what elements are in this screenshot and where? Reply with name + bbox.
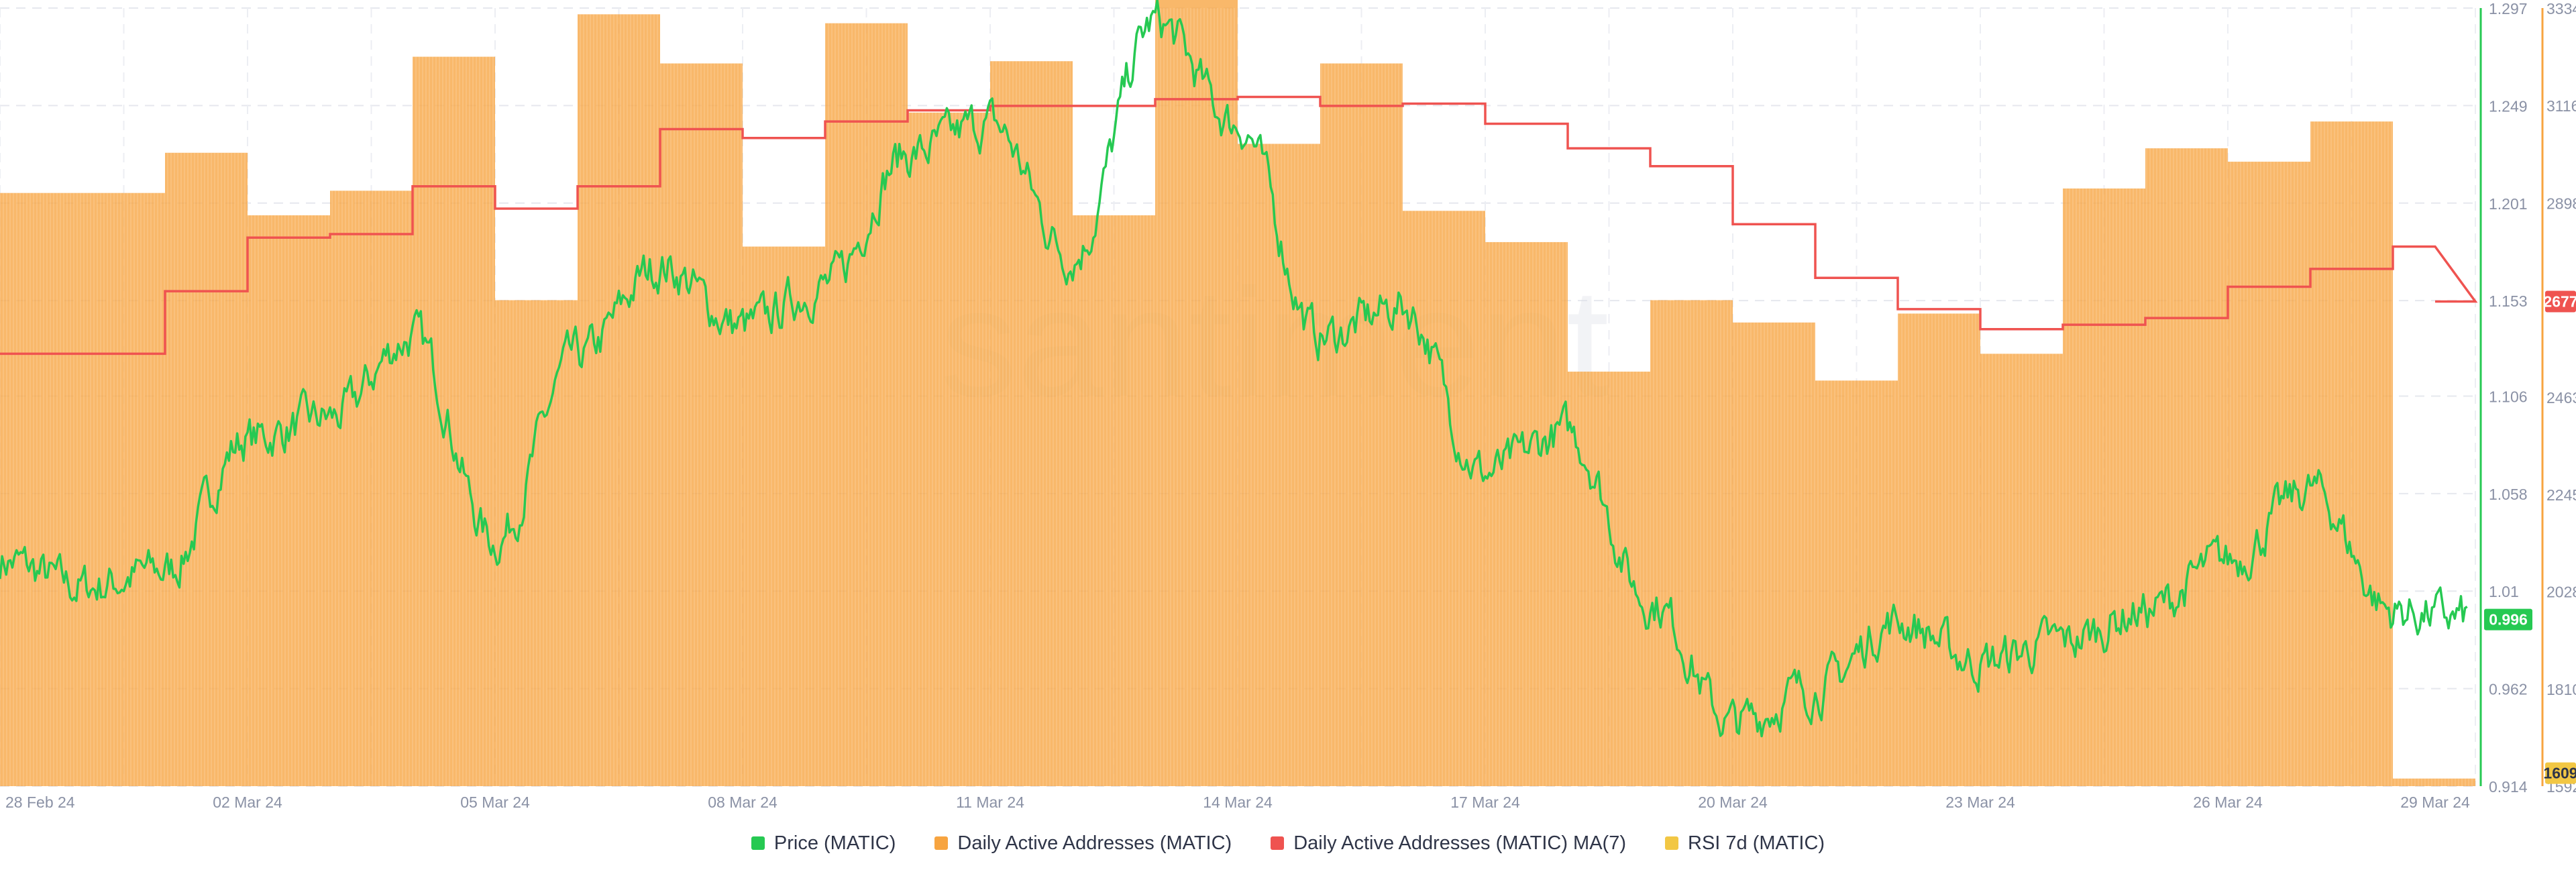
bar-texture: [0, 8, 2473, 786]
x-tick-label: 14 Mar 24: [1203, 794, 1273, 811]
bar-daily-active-addresses: [1320, 63, 1403, 786]
price-tick-label: 0.962: [2489, 681, 2528, 698]
legend-swatch-price: [751, 836, 765, 850]
bar-daily-active-addresses: [2145, 148, 2228, 786]
legend-label-ma7: Daily Active Addresses (MATIC) MA(7): [1293, 832, 1626, 854]
ma7-current-badge: 2677: [2543, 292, 2576, 310]
legend-item-ma7[interactable]: Daily Active Addresses (MATIC) MA(7): [1271, 832, 1626, 855]
price-tick-label: 1.297: [2489, 0, 2528, 17]
legend-swatch-rsi: [1665, 836, 1678, 850]
price-line: [0, 0, 2468, 738]
rsi-current-badge-bg: [2545, 762, 2576, 784]
legend-label-rsi: RSI 7d (MATIC): [1688, 832, 1825, 854]
x-tick-label: 05 Mar 24: [460, 794, 530, 811]
bar-daily-active-addresses: [0, 193, 83, 787]
legend-item-rsi[interactable]: RSI 7d (MATIC): [1665, 832, 1825, 855]
x-tick-label: 26 Mar 24: [2193, 794, 2263, 811]
bar-daily-active-addresses: [1073, 215, 1155, 787]
price-tick-label: 0.914: [2489, 778, 2528, 796]
bar-daily-active-addresses: [1898, 313, 1980, 787]
bar-daily-active-addresses: [165, 152, 248, 786]
price-current-badge: 0.996: [2489, 611, 2528, 629]
price-tick-label: 1.201: [2489, 195, 2528, 213]
addresses-tick-label: 1810: [2546, 681, 2576, 698]
bar-daily-active-addresses: [908, 112, 990, 786]
x-tick-label: 29 Mar 24: [2400, 794, 2470, 811]
bar-daily-active-addresses: [413, 56, 495, 786]
bar-daily-active-addresses: [2310, 121, 2393, 786]
rsi-current-badge: 1609: [2543, 765, 2576, 782]
addresses-tick-label: 2463: [2546, 389, 2576, 406]
price-tick-label: 1.058: [2489, 486, 2528, 503]
price-tick-label: 1.01: [2489, 583, 2519, 600]
bar-daily-active-addresses: [83, 193, 165, 787]
daily-active-addresses-bars: [0, 0, 2475, 787]
x-tick-label: 11 Mar 24: [956, 794, 1024, 811]
legend: Price (MATIC) Daily Active Addresses (MA…: [0, 826, 2576, 860]
addresses-tick-label: 3334: [2546, 0, 2576, 17]
bar-daily-active-addresses: [330, 190, 413, 786]
legend-swatch-daily-active-addresses: [934, 836, 949, 850]
x-tick-label: 20 Mar 24: [1698, 794, 1768, 811]
bar-daily-active-addresses: [1485, 241, 1568, 786]
addresses-tick-label: 3116: [2546, 97, 2576, 115]
bar-daily-active-addresses: [1403, 211, 1485, 786]
x-tick-label: 28 Feb 24: [5, 794, 75, 811]
price-current-badge-bg: [2484, 608, 2532, 631]
ma7-line: [0, 95, 2478, 356]
bar-daily-active-addresses: [1155, 0, 1238, 787]
bar-daily-active-addresses: [660, 63, 743, 786]
bar-daily-active-addresses: [578, 14, 660, 786]
price-tick-label: 1.153: [2489, 292, 2528, 310]
legend-item-price[interactable]: Price (MATIC): [751, 832, 896, 855]
addresses-tick-label: 2028: [2546, 584, 2576, 601]
bar-daily-active-addresses: [2228, 162, 2310, 786]
legend-item-daily-active-addresses[interactable]: Daily Active Addresses (MATIC): [934, 832, 1232, 855]
legend-label-price: Price (MATIC): [773, 832, 896, 854]
bar-daily-active-addresses: [248, 215, 330, 787]
legend-label-daily-active-addresses: Daily Active Addresses (MATIC): [957, 832, 1232, 854]
x-tick-label: 17 Mar 24: [1450, 794, 1520, 811]
addresses-tick-label: 2245: [2546, 486, 2576, 504]
bar-daily-active-addresses: [1980, 353, 2063, 786]
x-tick-label: 23 Mar 24: [1945, 794, 2015, 811]
bar-daily-active-addresses: [1733, 322, 1815, 786]
x-tick-label: 02 Mar 24: [213, 794, 282, 811]
x-tick-label: 08 Mar 24: [708, 794, 777, 811]
bar-daily-active-addresses: [2393, 778, 2475, 786]
legend-swatch-ma7: [1271, 836, 1285, 850]
bar-daily-active-addresses: [1815, 380, 1898, 786]
bar-daily-active-addresses: [1568, 372, 1650, 786]
price-line-group: [0, 0, 2468, 738]
bar-daily-active-addresses: [1650, 300, 1733, 787]
price-tick-label: 1.249: [2489, 97, 2528, 115]
bar-daily-active-addresses: [2063, 188, 2145, 786]
addresses-tick-label: 2898: [2546, 195, 2576, 212]
axes: 1.297 1.249 1.201 1.153 1.106 1.058 1.01 0.962 0…: [5, 0, 2576, 811]
bar-daily-active-addresses: [743, 246, 825, 786]
bar-daily-active-addresses: [495, 300, 578, 787]
ma7-line-group: [0, 95, 2478, 356]
ma7-current-badge-bg: [2545, 290, 2576, 313]
price-tick-label: 1.106: [2489, 388, 2528, 405]
